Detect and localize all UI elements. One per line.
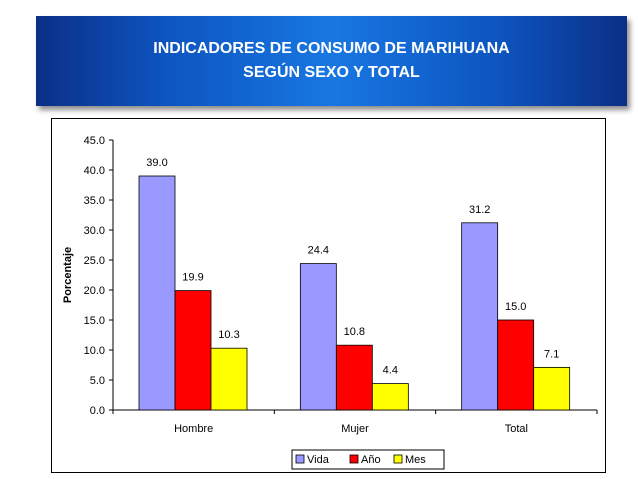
y-tick-label: 30.0	[84, 225, 105, 237]
legend-swatch	[349, 454, 359, 464]
y-tick-label: 10.0	[84, 345, 105, 357]
legend-swatch	[393, 454, 403, 464]
title-line-1: INDICADORES DE CONSUMO DE MARIHUANA	[153, 40, 510, 57]
y-tick-label: 35.0	[84, 195, 105, 207]
title-line-2: SEGÚN SEXO Y TOTAL	[243, 64, 420, 81]
bar	[335, 344, 373, 411]
data-label: 7.1	[544, 348, 559, 360]
legend-label: Vida	[307, 454, 330, 466]
bar	[461, 222, 499, 411]
legend-label: Mes	[405, 454, 426, 466]
bar	[210, 347, 248, 411]
data-label: 10.3	[218, 329, 239, 341]
x-tick-label: Mujer	[341, 423, 369, 435]
bar	[299, 263, 337, 411]
y-tick-label: 0.0	[90, 405, 105, 417]
x-tick-label: Total	[505, 423, 528, 435]
title-banner: INDICADORES DE CONSUMO DE MARIHUANA SEGÚ…	[36, 16, 627, 106]
y-axis-title: Porcentaje	[62, 247, 74, 303]
bar	[533, 366, 571, 411]
data-label: 19.9	[182, 272, 203, 284]
y-tick-label: 15.0	[84, 315, 105, 327]
legend-box	[291, 449, 445, 470]
legend-swatch	[295, 454, 305, 464]
y-tick-label: 40.0	[84, 165, 105, 177]
data-label: 24.4	[308, 245, 329, 257]
y-tick-label: 45.0	[84, 135, 105, 147]
y-tick-label: 20.0	[84, 285, 105, 297]
data-label: 10.8	[344, 326, 365, 338]
y-tick-label: 5.0	[90, 375, 105, 387]
bar	[497, 319, 535, 411]
legend-label: Año	[361, 454, 381, 466]
data-label: 4.4	[383, 365, 398, 377]
y-tick-label: 25.0	[84, 255, 105, 267]
x-tick-label: Hombre	[174, 423, 213, 435]
data-label: 15.0	[505, 301, 526, 313]
data-label: 39.0	[146, 157, 167, 169]
bar	[371, 383, 409, 411]
data-label: 31.2	[469, 204, 490, 216]
bar	[138, 175, 176, 411]
bar	[174, 290, 212, 411]
